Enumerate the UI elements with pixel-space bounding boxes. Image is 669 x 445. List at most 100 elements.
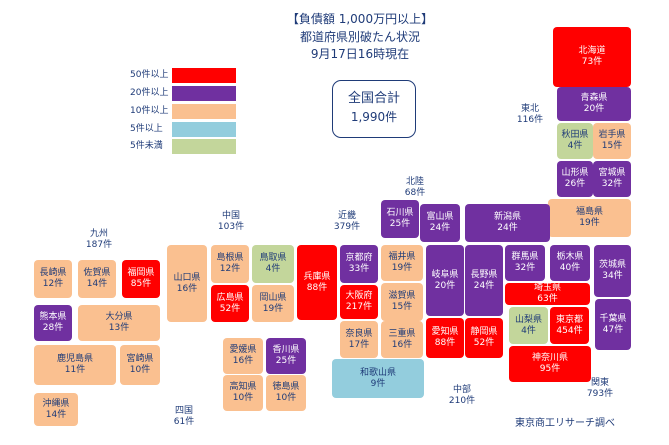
prefecture-tile-fukui: 福井県 19件	[381, 245, 423, 281]
prefecture-tile-ishikawa: 石川県 25件	[381, 200, 419, 238]
prefecture-count: 19件	[391, 263, 413, 273]
prefecture-count: 454件	[556, 325, 583, 336]
prefecture-tile-fukushima: 福島県 19件	[548, 199, 631, 237]
prefecture-count: 217件	[345, 302, 373, 312]
prefecture-name: 岡山県	[259, 292, 287, 303]
region-label: 四国 61件	[159, 406, 209, 428]
prefecture-tile-gifu: 岐阜県 20件	[426, 245, 464, 316]
legend-item: 10件以上	[128, 104, 238, 119]
prefecture-tile-hiroshima: 広島県 52件	[211, 285, 249, 322]
region-label: 北陸 68件	[390, 177, 440, 199]
prefecture-name: 新潟県	[493, 212, 521, 222]
prefecture-tile-kumamoto: 熊本県 28件	[34, 305, 72, 341]
region-label: 中部 210件	[437, 385, 487, 407]
prefecture-name: 石川県	[386, 208, 414, 218]
prefecture-name: 三重県	[388, 328, 416, 339]
prefecture-tile-fukuoka: 福岡県 85件	[122, 260, 160, 298]
prefecture-name: 和歌山県	[359, 367, 396, 378]
region-name: 北陸	[405, 177, 424, 187]
prefecture-count: 52件	[473, 338, 495, 348]
prefecture-tile-hyogo: 兵庫県 88件	[297, 245, 337, 320]
prefecture-name: 鹿児島県	[56, 354, 93, 364]
prefecture-name: 千葉県	[599, 313, 627, 324]
prefecture-count: 85件	[130, 279, 152, 289]
prefecture-tile-shiga: 滋賀県 15件	[381, 283, 423, 321]
legend-item: 5件未満	[128, 139, 238, 154]
prefecture-count: 95件	[539, 364, 561, 374]
region-name: 関東	[590, 378, 609, 388]
prefecture-count: 28件	[42, 323, 64, 333]
legend-item: 50件以上	[128, 68, 238, 83]
prefecture-name: 愛知県	[431, 327, 459, 337]
prefecture-count: 10件	[275, 393, 297, 403]
prefecture-name: 群馬県	[511, 252, 539, 262]
region-label: 中国 103件	[206, 211, 256, 233]
national-total-value: 1,990件	[350, 110, 398, 124]
prefecture-name: 島根県	[216, 253, 244, 263]
national-total-label: 全国合計	[347, 91, 400, 106]
prefecture-tile-toyama: 富山県 24件	[420, 204, 460, 242]
region-count: 103件	[217, 222, 245, 232]
region-name: 中部	[452, 385, 471, 395]
prefecture-tile-chiba: 千葉県 47件	[595, 299, 631, 350]
title-line-2: 都道府県別破たん状況	[299, 30, 420, 44]
prefecture-tile-ibaraki: 茨城県 34件	[594, 245, 631, 297]
title-line-1: 【負債額 1,000万円以上】	[286, 12, 434, 26]
prefecture-name: 兵庫県	[303, 271, 331, 282]
prefecture-name: 京都府	[345, 253, 373, 263]
prefecture-tile-okayama: 岡山県 19件	[252, 285, 294, 322]
legend-label: 20件以上	[130, 88, 169, 98]
title-line-3: 9月17日16時現在	[310, 47, 410, 61]
prefecture-count: 14件	[86, 279, 108, 289]
region-name: 九州	[89, 229, 108, 239]
prefecture-tile-iwate: 岩手県 15件	[593, 123, 631, 159]
prefecture-count: 24件	[473, 280, 495, 291]
prefecture-tile-nagano: 長野県 24件	[465, 245, 503, 316]
prefecture-tile-niigata: 新潟県 24件	[465, 204, 550, 242]
prefecture-count: 9件	[370, 378, 386, 389]
prefecture-name: 栃木県	[556, 252, 584, 262]
prefecture-tile-kagawa: 香川県 25件	[266, 338, 306, 374]
prefecture-count: 32件	[514, 263, 536, 273]
prefecture-name: 沖縄県	[42, 398, 70, 409]
prefecture-name: 東京都	[555, 314, 583, 325]
prefecture-count: 15件	[601, 141, 623, 151]
prefecture-name: 高知県	[229, 382, 257, 392]
prefecture-tile-saitama: 埼玉県 63件	[505, 283, 590, 305]
prefecture-count: 26件	[564, 179, 586, 189]
prefecture-tile-wakayama: 和歌山県 9件	[332, 359, 424, 398]
prefecture-tile-hokkaido: 北海道 73件	[553, 27, 631, 87]
region-count: 187件	[85, 240, 113, 250]
prefecture-count: 10件	[129, 365, 151, 375]
prefecture-tile-tottori: 鳥取県 4件	[252, 245, 294, 283]
legend-swatch	[172, 68, 236, 83]
prefecture-name: 富山県	[426, 212, 454, 222]
prefecture-tile-yamanashi: 山梨県 4件	[509, 307, 548, 344]
legend-item: 5件以上	[128, 122, 238, 137]
prefecture-count: 73件	[581, 57, 603, 67]
prefecture-name: 山口県	[173, 272, 201, 283]
prefecture-name: 埼玉県	[533, 283, 561, 293]
national-total-box: 全国合計 1,990件	[332, 80, 416, 138]
prefecture-count: 16件	[176, 283, 198, 294]
prefecture-tile-tochigi: 栃木県 40件	[550, 245, 590, 281]
region-count: 116件	[516, 115, 544, 125]
prefecture-name: 宮崎県	[126, 354, 154, 364]
region-name: 近畿	[337, 211, 356, 221]
prefecture-tile-kanagawa: 神奈川県 95件	[509, 346, 591, 382]
prefecture-tile-shimane: 島根県 12件	[211, 245, 249, 283]
prefecture-tile-kyoto: 京都府 33件	[340, 245, 378, 283]
legend-swatch	[172, 104, 236, 119]
prefecture-name: 福岡県	[127, 268, 155, 278]
prefecture-tile-nagasaki: 長崎県 12件	[34, 260, 72, 298]
region-label: 関東 793件	[575, 378, 625, 400]
prefecture-count: 12件	[42, 279, 64, 289]
prefecture-tile-tokyo: 東京都 454件	[550, 307, 589, 344]
prefecture-count: 14件	[45, 409, 67, 420]
region-count: 68件	[404, 188, 426, 198]
prefecture-name: 鳥取県	[259, 253, 287, 263]
prefecture-name: 長野県	[470, 269, 498, 280]
prefecture-count: 88件	[306, 282, 328, 293]
prefecture-tile-shizuoka: 静岡県 52件	[465, 318, 503, 358]
prefecture-count: 25件	[275, 356, 297, 366]
